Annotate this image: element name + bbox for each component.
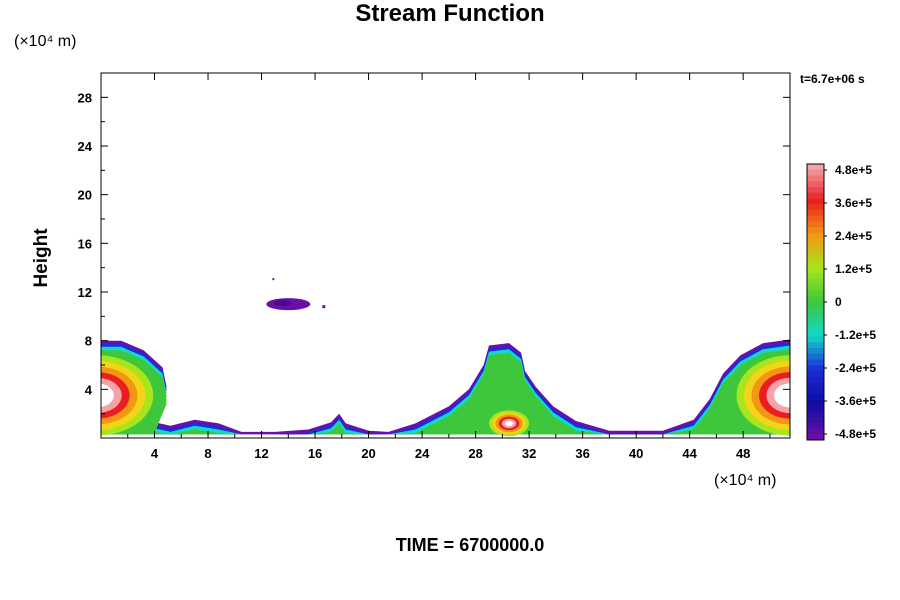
colorbar-label: -1.2e+5	[835, 328, 876, 342]
colorbar-band	[807, 422, 824, 429]
time-stamp: t=6.7e+06 s	[800, 72, 865, 86]
colorbar-label: -3.6e+5	[835, 394, 876, 408]
colorbar-band	[807, 204, 824, 211]
colorbar-band	[807, 428, 824, 435]
colorbar-band	[807, 267, 824, 274]
footer-time: TIME = 6700000.0	[395, 535, 545, 555]
x-unit-label: (×10⁴ m)	[714, 472, 777, 489]
colorbar-band	[807, 325, 824, 332]
colorbar-label: 4.8e+5	[835, 163, 872, 177]
x-tick-label: 48	[736, 446, 750, 461]
y-tick-label: 24	[78, 139, 93, 154]
colorbar-band	[807, 227, 824, 234]
colorbar-band	[807, 399, 824, 406]
colorbar-label: -2.4e+5	[835, 361, 876, 375]
chart-title: Stream Function	[355, 0, 545, 27]
upper-patch-speck	[322, 305, 326, 309]
colorbar-band	[807, 175, 824, 182]
central-cell-contour	[505, 420, 514, 426]
colorbar-band	[807, 365, 824, 372]
colorbar-band	[807, 221, 824, 228]
colorbar-band	[807, 417, 824, 424]
colorbar-band	[807, 250, 824, 257]
colorbar: 4.8e+5 3.6e+5 2.4e+5 1.2e+5 0 -1.2e+5 -2.4e+5 -…	[806, 163, 876, 441]
colorbar-band	[807, 394, 824, 401]
x-tick-label: 16	[308, 446, 322, 461]
colorbar-band	[807, 187, 824, 194]
colorbar-band	[807, 238, 824, 245]
colorbar-band	[807, 348, 824, 355]
colorbar-label: 3.6e+5	[835, 196, 872, 210]
colorbar-band	[807, 342, 824, 349]
y-tick-label: 12	[78, 285, 92, 300]
colorbar-band	[807, 192, 824, 199]
colorbar-band	[807, 353, 824, 360]
x-tick-label: 32	[522, 446, 536, 461]
colorbar-band	[807, 336, 824, 343]
colorbar-band	[807, 273, 824, 280]
colorbar-band	[807, 382, 824, 389]
colorbar-band	[807, 181, 824, 188]
x-tick-label: 40	[629, 446, 643, 461]
x-tick-label: 4	[151, 446, 159, 461]
colorbar-band	[807, 371, 824, 378]
x-tick-label: 24	[415, 446, 430, 461]
contour-field	[101, 278, 790, 437]
colorbar-band	[807, 302, 824, 309]
y-tick-label: 28	[78, 90, 92, 105]
colorbar-band	[807, 411, 824, 418]
colorbar-label: 0	[835, 295, 842, 309]
colorbar-band	[807, 405, 824, 412]
y-tick-label: 8	[85, 334, 92, 349]
upper-patch-core	[273, 300, 292, 307]
plot-frame	[100, 72, 791, 439]
contour-band	[101, 356, 790, 435]
x-tick-label: 44	[682, 446, 697, 461]
y-tick-label: 16	[78, 236, 92, 251]
colorbar-band	[807, 290, 824, 297]
colorbar-label: -4.8e+5	[835, 427, 876, 441]
colorbar-band	[807, 215, 824, 222]
colorbar-band	[807, 244, 824, 251]
colorbar-band	[807, 307, 824, 314]
colorbar-band	[807, 319, 824, 326]
y-tick-label: 4	[85, 382, 93, 397]
colorbar-band	[807, 279, 824, 286]
colorbar-band	[807, 233, 824, 240]
colorbar-band	[807, 256, 824, 263]
upper-patch-speck	[272, 278, 275, 281]
x-tick-label: 36	[575, 446, 589, 461]
colorbar-band	[807, 210, 824, 217]
colorbar-band	[807, 376, 824, 383]
colorbar-band	[807, 434, 824, 441]
colorbar-band	[807, 388, 824, 395]
colorbar-band	[807, 169, 824, 176]
left-cell-contour	[101, 377, 122, 413]
colorbar-band	[807, 330, 824, 337]
colorbar-band	[807, 164, 824, 171]
y-unit-label: (×10⁴ m)	[14, 33, 77, 50]
x-tick-label: 28	[468, 446, 482, 461]
colorbar-label: 2.4e+5	[835, 229, 872, 243]
colorbar-band	[807, 359, 824, 366]
y-tick-label: 20	[78, 188, 92, 203]
x-tick-label: 12	[254, 446, 268, 461]
x-tick-label: 20	[361, 446, 375, 461]
colorbar-band	[807, 296, 824, 303]
x-tick-label: 8	[204, 446, 211, 461]
colorbar-band	[807, 198, 824, 205]
colorbar-band	[807, 261, 824, 268]
colorbar-band	[807, 313, 824, 320]
colorbar-band	[807, 284, 824, 291]
colorbar-label: 1.2e+5	[835, 262, 872, 276]
